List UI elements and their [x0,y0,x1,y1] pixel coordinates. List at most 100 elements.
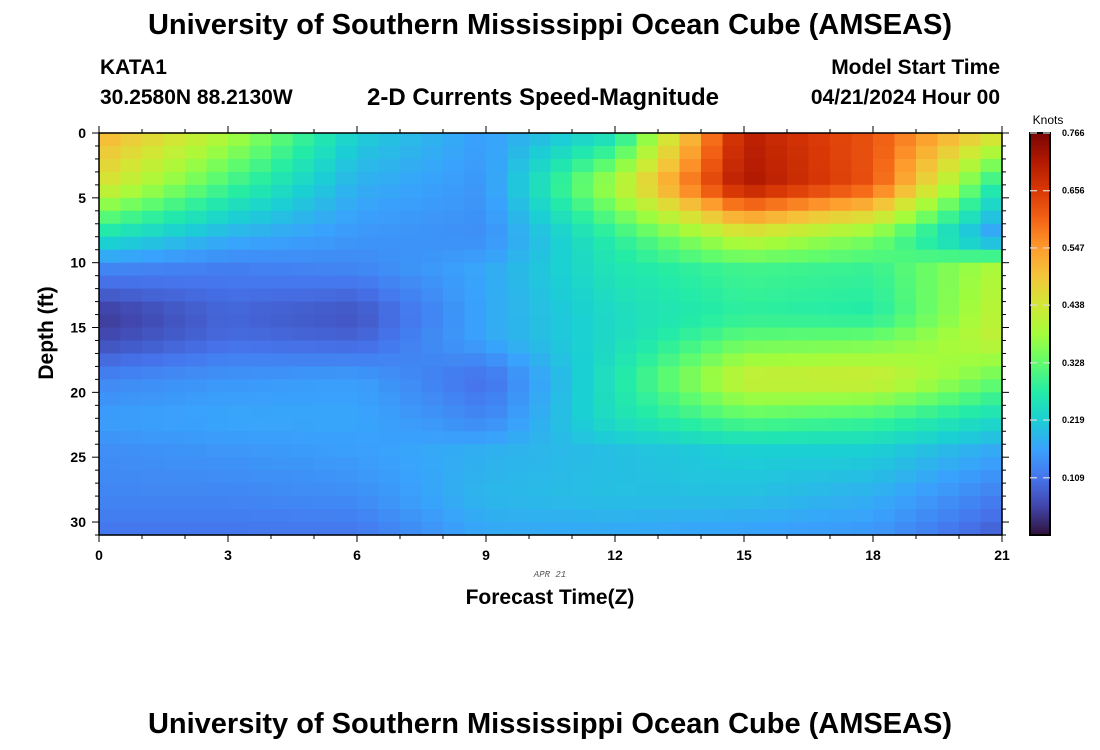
heatmap-cell [658,314,681,329]
heatmap-cell [443,236,466,251]
heatmap-cell [615,509,638,523]
heatmap-cell [808,509,831,523]
heatmap-cell [636,431,659,445]
heatmap-cell [851,327,874,342]
heatmap-cell [572,223,595,238]
heatmap-cell [378,522,401,536]
heatmap-cell [507,340,530,355]
heatmap-cell [99,158,122,173]
heatmap-cell [443,288,466,303]
heatmap-cell [937,171,960,186]
heatmap-cell [701,444,724,458]
heatmap-cell [593,223,616,238]
heatmap-cell [959,223,982,238]
heatmap-cell [529,133,552,147]
heatmap-cell [378,262,401,277]
heatmap-cell [400,327,423,342]
heatmap-cell [658,470,681,484]
heatmap-cell [163,158,186,173]
heatmap-cell [486,275,509,290]
heatmap-cell [507,158,530,173]
heatmap-cell [701,133,724,147]
heatmap-cell [529,184,552,199]
heatmap-cell [722,223,745,238]
heatmap-cell [916,366,939,380]
heatmap-cell [851,223,874,238]
heatmap-cell [701,301,724,316]
heatmap-cell [572,145,595,160]
heatmap-cell [658,236,681,251]
heatmap-cell [206,210,229,225]
heatmap-cell [959,522,982,536]
heatmap-cell [873,249,896,264]
heatmap-cell [335,483,358,497]
heatmap-cell [830,327,853,342]
heatmap-cell [937,496,960,510]
heatmap-cell [292,275,315,290]
heatmap-cell [916,249,939,264]
heatmap-cell [636,249,659,264]
heatmap-cell [142,392,165,406]
heatmap-cell [593,197,616,212]
heatmap-cell [464,379,487,393]
heatmap-cell [507,133,530,147]
heatmap-cell [894,470,917,484]
heatmap-cell [894,392,917,406]
heatmap-cell [916,431,939,445]
heatmap-cell [464,262,487,277]
heatmap-cell [550,483,573,497]
heatmap-cell [808,197,831,212]
heatmap-cell [529,405,552,419]
heatmap-cell [593,418,616,432]
heatmap-cell [206,457,229,471]
heatmap-cell [937,301,960,316]
heatmap-cell [249,275,272,290]
heatmap-cell [335,184,358,199]
heatmap-cell [765,483,788,497]
x-tick-label: 15 [736,547,752,563]
heatmap-cell [937,353,960,368]
heatmap-cell [228,509,251,523]
heatmap-cell [421,431,444,445]
heatmap-cell [722,145,745,160]
heatmap-cell [593,379,616,393]
heatmap-cell [335,197,358,212]
heatmap-cell [464,236,487,251]
heatmap-cell [507,197,530,212]
heatmap-cell [615,353,638,368]
heatmap-cell [99,509,122,523]
heatmap-cell [142,171,165,186]
heatmap-cell [765,288,788,303]
heatmap-cell [271,145,294,160]
heatmap-cell [120,457,143,471]
heatmap-cell [249,236,272,251]
heatmap-cell [378,158,401,173]
heatmap-cell [120,392,143,406]
heatmap-cell [314,236,337,251]
heatmap-cell [959,496,982,510]
heatmap-cell [615,145,638,160]
heatmap-cell [851,249,874,264]
heatmap-cell [593,249,616,264]
heatmap-cell [464,418,487,432]
heatmap-cell [357,301,380,316]
heatmap-cell [808,444,831,458]
heatmap-cell [314,262,337,277]
heatmap-cell [314,470,337,484]
heatmap-cell [421,171,444,186]
heatmap-cell [335,275,358,290]
heatmap-cell [314,288,337,303]
heatmap-cell [765,275,788,290]
heatmap-cell [808,457,831,471]
heatmap-cell [271,483,294,497]
heatmap-cell [249,405,272,419]
heatmap-cell [314,145,337,160]
heatmap-cell [271,457,294,471]
heatmap-cell [185,301,208,316]
heatmap-cell [464,340,487,355]
heatmap-cell [421,405,444,419]
heatmap-cell [271,236,294,251]
heatmap-cell [679,249,702,264]
heatmap-cell [464,470,487,484]
heatmap-cell [851,509,874,523]
